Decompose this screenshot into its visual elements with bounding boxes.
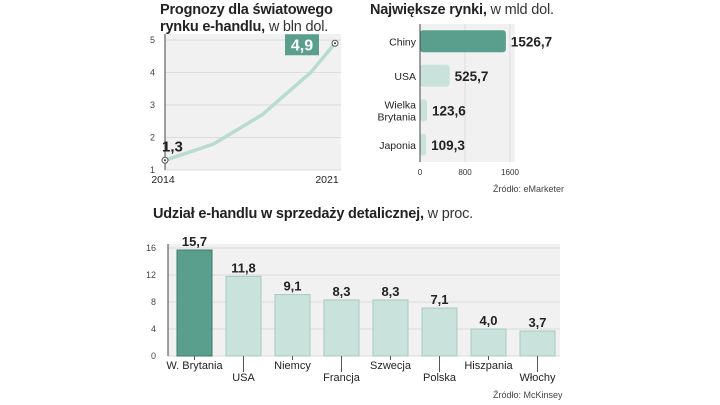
bar bbox=[420, 30, 506, 53]
bar bbox=[274, 294, 311, 357]
value-label: 8,3 bbox=[332, 284, 350, 299]
vbar-source: Źródło: McKinsey bbox=[493, 390, 563, 400]
value-label: 7,1 bbox=[430, 292, 448, 307]
category-label: Polska bbox=[423, 372, 457, 384]
bar bbox=[176, 249, 213, 357]
data-point-center bbox=[164, 159, 166, 162]
category-label: Niemcy bbox=[274, 360, 311, 372]
y-tick-label: 3 bbox=[150, 100, 155, 110]
end-value-label: 4,9 bbox=[291, 37, 313, 54]
series-line bbox=[164, 42, 337, 162]
hbar-chart-title: Największe rynki, w mld dol. bbox=[370, 2, 554, 18]
hbar-source: Źródło: eMarketer bbox=[493, 184, 565, 194]
hbar-chart: 0 800 1600 Chiny 1526,7 USA 525,7 WielkaBrytani… bbox=[377, 24, 552, 177]
category-label: Hiszpania bbox=[464, 360, 513, 372]
bar bbox=[323, 299, 360, 357]
category-label: USA bbox=[232, 372, 255, 384]
x-tick-label: 800 bbox=[458, 168, 472, 177]
value-label: 109,3 bbox=[431, 138, 465, 153]
y-tick-label: 1 bbox=[150, 165, 155, 175]
y-tick-label: 8 bbox=[151, 297, 156, 307]
bar bbox=[225, 275, 262, 357]
category-label: USA bbox=[394, 71, 416, 83]
category-label: Szwecja bbox=[370, 360, 412, 372]
category-label-line: Brytania bbox=[377, 111, 416, 123]
y-tick-label: 2 bbox=[150, 133, 155, 143]
value-label: 11,8 bbox=[231, 260, 256, 275]
value-label: 8,3 bbox=[381, 284, 399, 299]
category-label: Włochy bbox=[519, 372, 556, 384]
value-label: 525,7 bbox=[455, 69, 489, 84]
line-chart-title: Prognozy dla światowego rynku e-handlu, … bbox=[160, 2, 333, 35]
y-tick-label: 16 bbox=[146, 243, 156, 253]
value-label: 3,7 bbox=[528, 315, 546, 330]
y-tick-label: 4 bbox=[150, 68, 155, 78]
x-tick-label: 2014 bbox=[151, 174, 175, 186]
line-chart: 1 2 3 4 5 1,3 4,9 2014 2021 bbox=[150, 34, 341, 186]
end-value-badge bbox=[285, 34, 319, 56]
category-label: Francja bbox=[323, 372, 361, 384]
bar bbox=[470, 328, 507, 357]
y-tick-label: 0 bbox=[151, 351, 156, 361]
bar bbox=[420, 64, 450, 87]
bar bbox=[420, 99, 427, 122]
bar bbox=[420, 133, 427, 156]
bar bbox=[421, 307, 458, 357]
x-tick-label: 2021 bbox=[315, 174, 339, 186]
category-label: W. Brytania bbox=[166, 360, 223, 372]
value-label: 4,0 bbox=[479, 313, 497, 328]
vbar-chart-title: Udział e-handlu w sprzedaży detalicznej,… bbox=[153, 206, 473, 222]
vbar-chart: 0 4 8 12 16 15,7 W. Brytania 11,8 USA 9,1 Niemcy 8,… bbox=[146, 234, 560, 384]
bar bbox=[519, 330, 556, 357]
y-tick-label: 12 bbox=[146, 270, 156, 280]
start-value-label: 1,3 bbox=[162, 138, 183, 155]
category-label-line: Wielka bbox=[384, 99, 416, 111]
bar bbox=[372, 299, 409, 357]
category-label: Chiny bbox=[389, 36, 417, 48]
x-tick-label: 1600 bbox=[501, 168, 519, 177]
category-label: Japonia bbox=[379, 140, 416, 152]
y-tick-label: 5 bbox=[150, 35, 155, 45]
value-label: 15,7 bbox=[182, 234, 207, 249]
value-label: 9,1 bbox=[283, 279, 301, 294]
x-tick-label: 0 bbox=[418, 168, 423, 177]
y-tick-label: 4 bbox=[151, 324, 156, 334]
value-label: 123,6 bbox=[432, 103, 466, 118]
plot-background bbox=[165, 34, 341, 170]
data-point-center bbox=[334, 42, 336, 45]
value-label: 1526,7 bbox=[511, 34, 552, 49]
